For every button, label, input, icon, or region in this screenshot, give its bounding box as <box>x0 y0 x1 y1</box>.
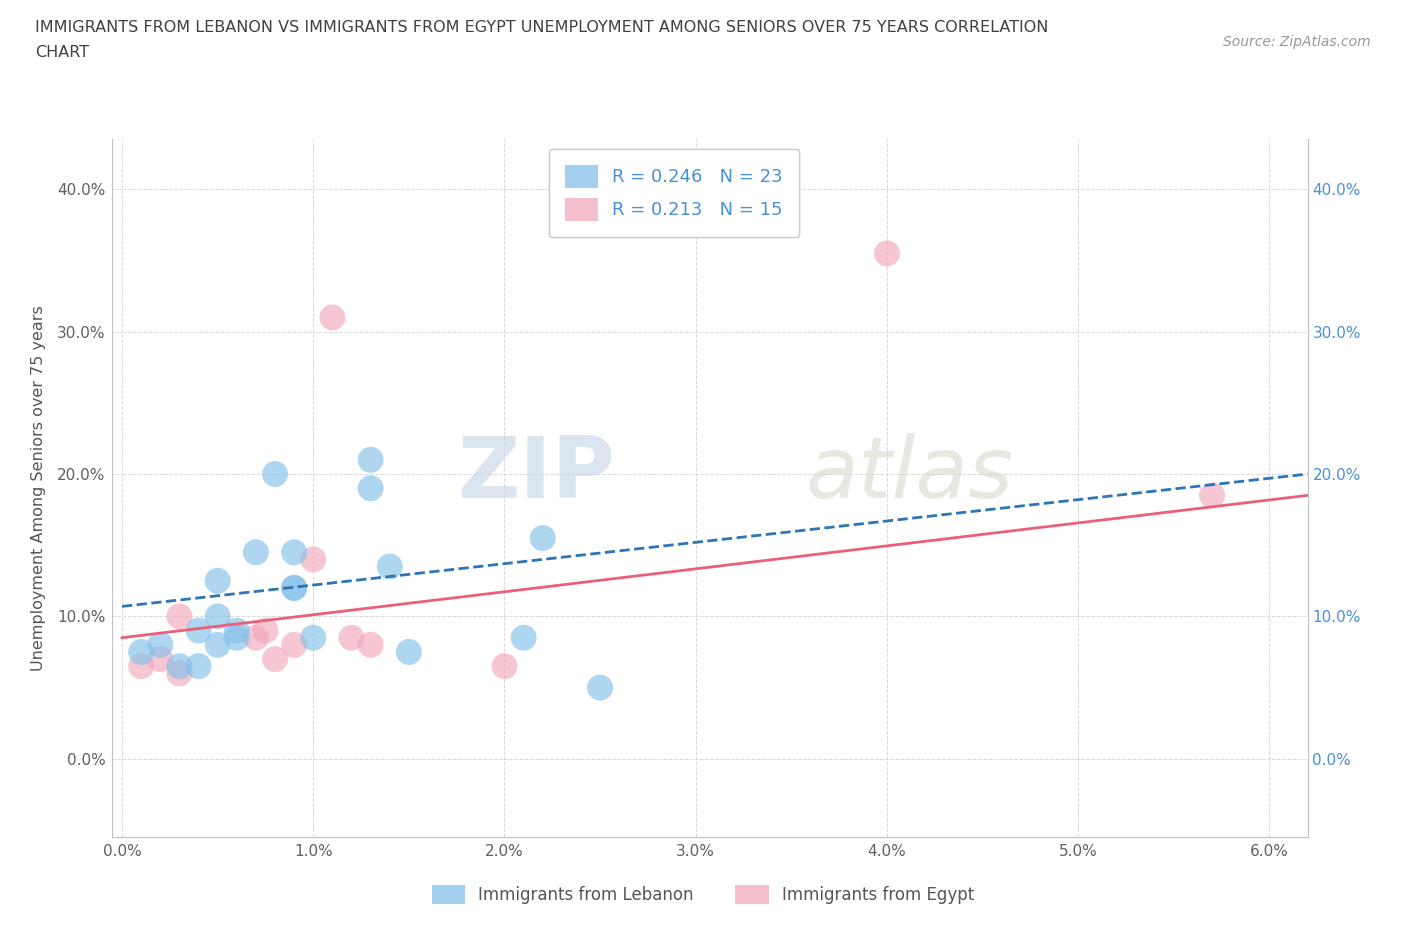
Point <box>494 658 516 673</box>
Point <box>283 545 305 560</box>
Point <box>207 637 229 652</box>
Text: ZIP: ZIP <box>457 432 614 516</box>
Point <box>264 652 287 667</box>
Point <box>149 637 172 652</box>
Point <box>187 623 209 638</box>
Point <box>340 631 363 645</box>
Point <box>378 559 401 574</box>
Point <box>264 467 287 482</box>
Point <box>360 481 382 496</box>
Point <box>245 631 267 645</box>
Point <box>207 573 229 588</box>
Point <box>589 680 612 695</box>
Legend: Immigrants from Lebanon, Immigrants from Egypt: Immigrants from Lebanon, Immigrants from… <box>423 876 983 912</box>
Point <box>169 658 191 673</box>
Point <box>187 658 209 673</box>
Point <box>207 609 229 624</box>
Point <box>302 552 325 567</box>
Point <box>225 631 247 645</box>
Point <box>245 545 267 560</box>
Point <box>1201 488 1223 503</box>
Point <box>169 609 191 624</box>
Point <box>531 531 554 546</box>
Point <box>225 623 247 638</box>
Text: Source: ZipAtlas.com: Source: ZipAtlas.com <box>1223 35 1371 49</box>
Point <box>876 246 898 260</box>
Text: IMMIGRANTS FROM LEBANON VS IMMIGRANTS FROM EGYPT UNEMPLOYMENT AMONG SENIORS OVER: IMMIGRANTS FROM LEBANON VS IMMIGRANTS FR… <box>35 20 1049 35</box>
Text: atlas: atlas <box>806 432 1014 516</box>
Legend: R = 0.246   N = 23, R = 0.213   N = 15: R = 0.246 N = 23, R = 0.213 N = 15 <box>550 149 799 237</box>
Y-axis label: Unemployment Among Seniors over 75 years: Unemployment Among Seniors over 75 years <box>31 305 46 671</box>
Point <box>129 658 152 673</box>
Point <box>360 637 382 652</box>
Point <box>512 631 534 645</box>
Point <box>360 452 382 467</box>
Point <box>283 580 305 595</box>
Point <box>254 623 277 638</box>
Point <box>302 631 325 645</box>
Point <box>283 637 305 652</box>
Point <box>398 644 420 659</box>
Point <box>283 580 305 595</box>
Point <box>321 310 343 325</box>
Point <box>149 652 172 667</box>
Text: CHART: CHART <box>35 45 89 60</box>
Point <box>169 666 191 681</box>
Point <box>129 644 152 659</box>
